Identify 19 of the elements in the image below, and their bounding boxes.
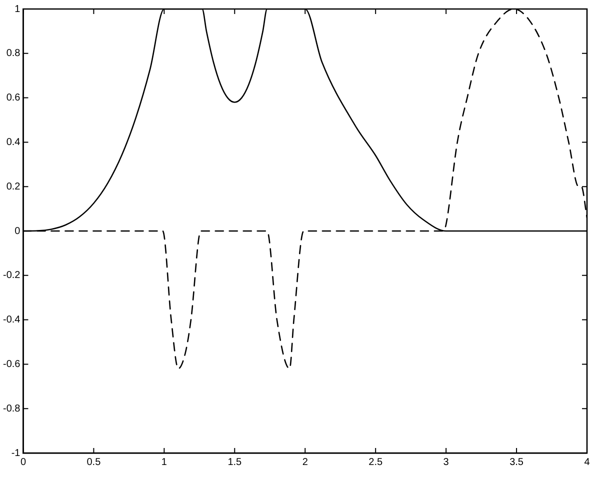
y-tick-label: -0.6 [2,358,21,370]
x-tick-label: 2 [302,456,308,468]
x-tick-label: 0.5 [86,456,102,468]
y-tick-label: -0.4 [2,314,21,326]
y-tick-label: 0.8 [6,48,21,60]
y-tick-label: 1 [14,4,21,15]
y-tick-label: 0.6 [6,92,21,104]
y-tick-label: 0 [14,226,21,237]
y-tick-label: -1 [11,448,21,459]
y-tick-label: 0.2 [6,181,21,192]
y-tick-label: 0.4 [6,136,21,148]
x-tick-label: 1.5 [228,456,242,468]
x-tick-label: 4 [584,456,590,468]
x-tick-label: 3.5 [510,456,524,468]
x-tick-label: 1 [161,456,168,468]
y-tick-label: -0.2 [2,270,21,282]
x-tick-label: 3 [443,456,450,468]
x-tick-label: 2.5 [368,456,383,468]
y-tick-label: -0.8 [2,403,21,414]
